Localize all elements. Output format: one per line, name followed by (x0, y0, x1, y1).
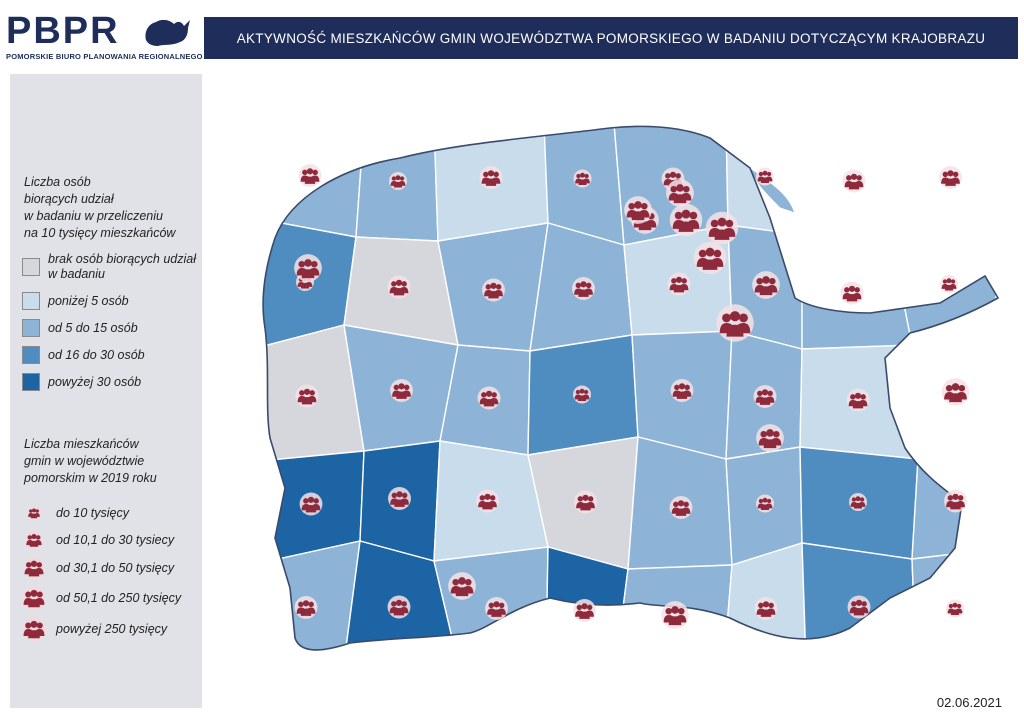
logo-subtitle: POMORSKIE BIURO PLANOWANIA REGIONALNEGO (6, 52, 203, 61)
legend-class-label: od 5 do 15 osób (48, 321, 138, 335)
legend-class-none: brak osób biorących udział w badaniu (22, 252, 196, 282)
symbols-title-line: Liczba mieszkańców (24, 437, 139, 451)
municipality-symbol-level-2 (939, 166, 962, 189)
map-date: 02.06.2021 (936, 695, 1002, 710)
municipality-symbol-level-2 (388, 487, 411, 510)
symbols-title-line: gmin w województwie (24, 454, 145, 468)
legend-class-low: poniżej 5 osób (22, 292, 129, 310)
city-symbol-level-4 (693, 241, 727, 275)
people-icon (23, 557, 45, 579)
municipality-symbol-level-2 (944, 489, 967, 513)
legend-symbol-label: powyżej 250 tysięcy (56, 622, 168, 636)
legend-symbol-3: od 30,1 do 50 tysięcy (22, 557, 174, 579)
municipality-symbol-level-2 (572, 277, 595, 300)
municipality-symbol-level-2 (390, 379, 413, 402)
pomorskie-outline-icon (145, 19, 190, 46)
legend-symbol-label: od 30,1 do 50 tysięcy (56, 561, 175, 575)
city-symbol-level-3 (756, 424, 784, 452)
choropleth-title-line: Liczba osób (24, 175, 91, 189)
logo-wordmark: PBPR (6, 10, 120, 52)
legend-class-label: w badaniu (48, 267, 105, 281)
choropleth-title-line: na 10 tysięcy mieszkańców (24, 226, 176, 240)
municipality-symbol-level-3 (941, 378, 970, 406)
municipality-symbol-level-1 (572, 385, 592, 404)
pbpr-logo: PBPR POMORSKIE BIURO PLANOWANIA REGIONAL… (6, 10, 203, 62)
legend-class-mid: od 5 do 15 osób (22, 319, 138, 337)
municipality-symbol-level-2 (847, 595, 871, 619)
city-symbol-level-5 (716, 304, 754, 342)
municipality-symbol-level-2 (482, 278, 505, 302)
legend-symbol-5: powyżej 250 tysięcy (22, 614, 167, 644)
municipality-symbol-level-1 (388, 171, 408, 191)
municipality-symbol-level-2 (295, 384, 319, 408)
municipality-symbol-level-2 (387, 275, 411, 299)
symbols-title-line: pomorskim w 2019 roku (24, 471, 157, 485)
choropleth-title-line: biorących udział (24, 192, 114, 206)
legend-symbol-4: od 50,1 do 250 tysięcy (22, 585, 181, 611)
municipality-symbol-level-2 (573, 599, 596, 622)
municipality-symbol-level-1 (945, 599, 965, 618)
municipality-symbol-level-1 (939, 274, 959, 294)
city-symbol-level-3 (294, 254, 322, 282)
municipality-symbol-level-2 (842, 169, 866, 193)
municipality-symbol-level-2 (840, 281, 864, 305)
municipality-symbol-level-2 (485, 597, 508, 620)
choropleth-legend-title: Liczba osób biorących udział w badaniu w… (24, 174, 175, 242)
swatch-low (22, 292, 40, 310)
municipality-symbol-level-1 (755, 167, 775, 186)
municipality-symbol-level-2 (753, 385, 777, 408)
municipality-symbol-level-2 (667, 272, 691, 296)
municipality-symbol-level-1 (573, 169, 592, 188)
municipality-symbol-level-1 (848, 492, 868, 512)
municipality-symbol-level-2 (294, 596, 318, 619)
legend-symbol-label: od 50,1 do 250 tysięcy (56, 591, 182, 605)
legend-symbol-1: do 10 tysięcy (22, 506, 129, 520)
municipality-symbol-level-2 (669, 496, 693, 519)
municipality-symbol-level-2 (299, 492, 323, 516)
legend-class-label: brak osób biorących udział (48, 252, 196, 266)
swatch-high (22, 346, 40, 364)
swatch-mid (22, 319, 40, 337)
municipality-symbol-level-2 (670, 379, 694, 402)
legend-class-label: powyżej 30 osób (48, 375, 142, 389)
legend-class-high: od 16 do 30 osób (22, 346, 145, 364)
people-icon (22, 617, 46, 641)
municipality-symbol-level-2 (477, 386, 501, 410)
legend-class-label: od 16 do 30 osób (48, 348, 145, 362)
people-icon (27, 506, 41, 520)
symbols-legend-title: Liczba mieszkańców gmin w województwie p… (24, 436, 157, 487)
city-symbol-level-4 (705, 211, 739, 245)
swatch-none (22, 258, 40, 276)
municipality-symbol-level-3 (661, 601, 689, 629)
municipality-symbol-level-2 (479, 166, 503, 189)
city-symbol-level-4 (669, 203, 703, 237)
legend-symbol-label: od 10,1 do 30 tysiecy (56, 533, 175, 547)
legend-class-label: poniżej 5 osób (48, 294, 129, 308)
city-symbol-level-3 (624, 196, 652, 224)
municipality-symbol-level-2 (846, 388, 870, 412)
municipality-symbol-level-2 (387, 595, 411, 619)
municipality-symbol-level-1 (755, 494, 775, 513)
municipality-symbol-level-2 (476, 489, 499, 513)
swatch-top (22, 373, 40, 391)
municipality-symbol-level-2 (754, 597, 778, 620)
legend-symbol-label: do 10 tysięcy (56, 506, 129, 520)
choropleth-map (262, 125, 999, 651)
choropleth-title-line: w badaniu w przeliczeniu (24, 209, 163, 223)
city-symbol-level-3 (448, 572, 476, 600)
people-icon (22, 586, 46, 610)
legend-panel: Liczba osób biorących udział w badaniu w… (10, 74, 202, 708)
population-symbols (294, 164, 970, 629)
municipality-symbol-level-2 (574, 490, 597, 514)
legend-class-top: powyżej 30 osób (22, 373, 141, 391)
legend-symbol-2: od 10,1 do 30 tysiecy (22, 531, 174, 549)
municipality-symbol-level-3 (752, 271, 780, 299)
city-symbol-level-3 (666, 179, 694, 207)
municipality-symbol-level-2 (298, 164, 322, 187)
people-icon (25, 531, 43, 549)
map-title: AKTYWNOŚĆ MIESZKAŃCÓW GMIN WOJEWÓDZTWA P… (204, 17, 1018, 59)
